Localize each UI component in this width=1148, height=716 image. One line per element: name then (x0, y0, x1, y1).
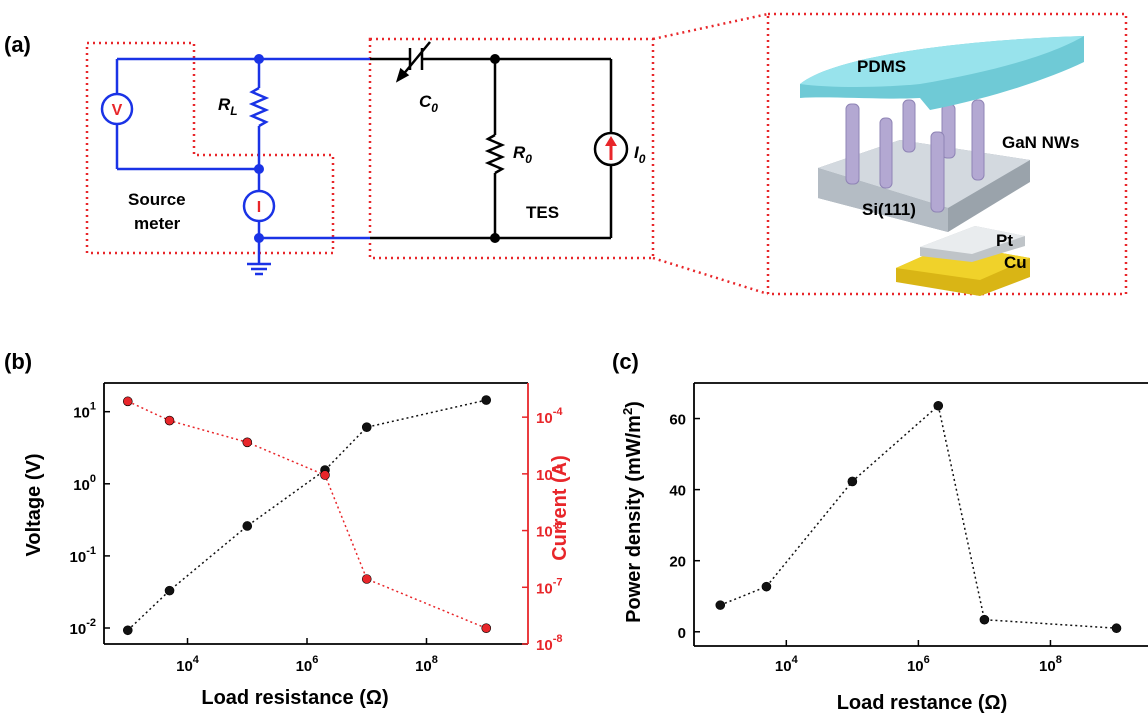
cu-label: Cu (1004, 253, 1027, 272)
chart-b-x-tick-label: 104 (176, 654, 200, 675)
chart-b-current-point (320, 470, 330, 480)
pt-label: Pt (996, 231, 1013, 250)
chart-c-power-point (715, 600, 726, 610)
chart-b-voltage-point (361, 422, 372, 432)
resistor-label: R0 (513, 143, 532, 166)
zoom-line-top (652, 12, 769, 41)
chart-c-power-point (933, 400, 944, 411)
current-arrow-icon (605, 136, 617, 160)
chart-b-y2-tick-label: 10-7 (536, 576, 562, 597)
current-source-label: I0 (634, 143, 646, 166)
chart-b-current-point (164, 415, 175, 426)
chart-c-y-tick-label: 0 (678, 625, 686, 642)
panel-label-a: (a) (4, 32, 31, 57)
tes-wiring (370, 57, 613, 240)
chart-b-y2-tick-label: 10-8 (536, 633, 562, 654)
chart-c-power-point (761, 581, 772, 592)
wire-junctions (254, 54, 264, 243)
nanowires-label: GaN NWs (1002, 133, 1079, 152)
chart-b-voltage-point (242, 521, 253, 531)
chart-c-x-tick-label: 108 (1039, 654, 1062, 675)
zoom-line-bottom (652, 256, 769, 296)
chart-c-power-point (1111, 623, 1122, 634)
tes-boundary (368, 37, 655, 260)
voltmeter-label: V (112, 102, 123, 119)
device-illustration (800, 36, 1084, 296)
chart-b-voltage-point (164, 585, 175, 596)
chart-b-y-tick-label: 101 (73, 401, 96, 422)
chart-b-current-point (122, 396, 133, 407)
chart-c-x-tick-label: 104 (775, 654, 799, 675)
load-resistor-label: RL (218, 95, 238, 118)
chart-b-y-tick-label: 10-1 (70, 545, 96, 566)
capacitor-symbol (395, 41, 431, 83)
chart-b-series-voltage-line (127, 399, 487, 631)
source-meter-label-line1: Source (128, 190, 186, 209)
source-meter-wiring (115, 57, 370, 276)
chart-c-power-line (720, 404, 1117, 629)
chart-b-y-axis-label: Voltage (V) (23, 454, 45, 557)
chart-c-x-tick-label: 106 (907, 654, 930, 675)
chart-b-current-point (361, 574, 372, 584)
ammeter-symbol (242, 189, 276, 223)
chart-b-voltage-point (481, 395, 492, 405)
substrate-label: Si(111) (862, 200, 916, 219)
chart-b-x-tick-label: 108 (415, 654, 438, 675)
chart-b: 104 106 108 10-2 10-1 100 101 10-8 10-7 10-6 10-5 1… (70, 382, 563, 675)
chart-b-y2-tick-label: 10-4 (536, 406, 563, 427)
chart-b-current-point (242, 437, 253, 448)
chart-b-voltage-point (122, 625, 133, 636)
chart-b-y2-tick-label: 10-6 (536, 520, 562, 541)
chart-c-y-tick-label: 20 (669, 554, 686, 571)
chart-b-y2-axis-label: Current (A) (549, 455, 571, 561)
chart-b-x-axis-label: Load resistance (Ω) (201, 687, 388, 709)
panel-label-b: (b) (4, 349, 32, 374)
chart-c-y-axis-label: Power density (mW/m2) (620, 401, 645, 623)
chart-b-series-current-line (127, 400, 487, 629)
chart-b-current-point (481, 623, 492, 633)
pdms-label: PDMS (857, 57, 906, 76)
chart-c-x-axis-label: Load restance (Ω) (837, 692, 1008, 714)
chart-b-y2-tick-label: 10-5 (536, 463, 562, 484)
tes-label: TES (526, 203, 559, 222)
tes-junctions (490, 54, 500, 243)
chart-c-power-point (847, 476, 858, 487)
capacitor-label: C0 (419, 92, 438, 115)
chart-b-y-tick-label: 10-2 (70, 617, 96, 638)
chart-c: 104 106 108 0 20 40 60 (669, 382, 1148, 675)
ammeter-label: I (257, 199, 261, 216)
chart-b-y-tick-label: 100 (73, 473, 96, 494)
device-boundary (766, 12, 1128, 296)
panel-label-c: (c) (612, 349, 639, 374)
chart-c-power-point (979, 614, 990, 625)
chart-c-y-tick-label: 60 (669, 412, 686, 429)
chart-b-x-tick-label: 106 (296, 654, 319, 675)
voltmeter-symbol (100, 92, 134, 126)
source-meter-boundary (85, 41, 335, 255)
chart-c-y-tick-label: 40 (669, 483, 686, 500)
source-meter-label-line2: meter (134, 214, 181, 233)
